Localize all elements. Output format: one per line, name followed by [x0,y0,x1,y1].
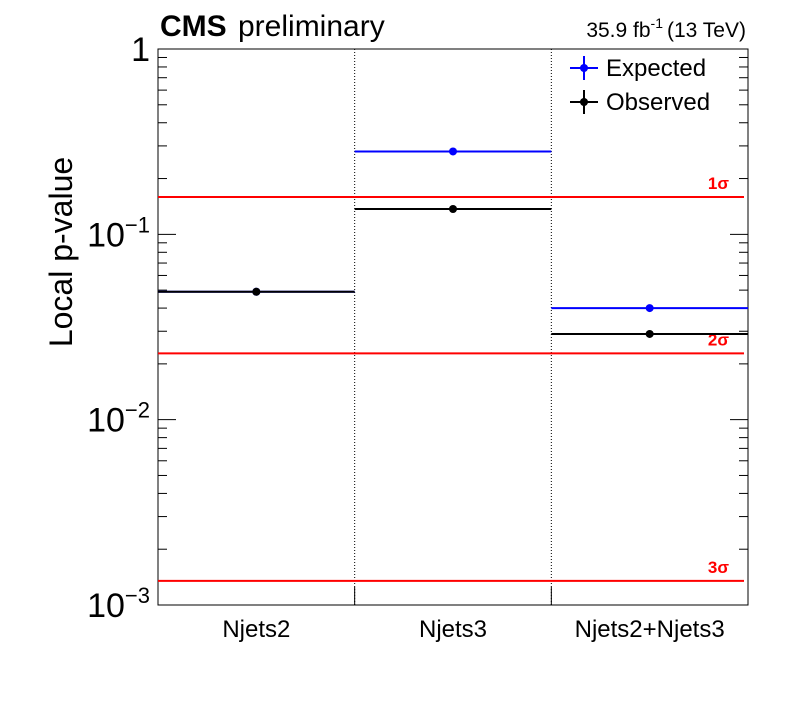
data-point [645,329,654,338]
data-point [645,304,654,313]
plot-frame [157,48,749,606]
legend-label: Observed [606,89,710,116]
y-tick-label: 10−1 [87,212,150,254]
x-category-label: Njets2+Njets3 [575,616,725,643]
legend-label: Expected [606,55,706,82]
legend-marker-dot [580,98,588,106]
data-series [158,147,748,338]
y-tick-base: 1 [131,31,150,69]
y-tick-exponent: −1 [125,212,150,237]
y-tick-base: 10 [87,587,125,625]
significance-label: 2σ [708,330,729,349]
data-point [252,287,261,296]
lumi-value: 35.9 fb [586,19,650,42]
luminosity-label: 35.9 fb-1 (13 TeV) [586,15,746,42]
y-tick-label: 10−2 [87,398,150,440]
legend-marker-dot [580,64,588,72]
legend: Expected Observed [570,55,710,116]
y-tick-exponent: −2 [125,398,150,423]
data-point [449,204,457,213]
x-category-label: Njets3 [419,616,487,643]
y-tick-exponent: −3 [125,583,150,608]
data-point [449,147,457,156]
significance-lines: 1σ 2σ 3σ [158,174,744,582]
cms-label: CMS [160,10,227,43]
x-category-label: Njets2 [222,616,290,643]
y-axis-label: Local p-value [43,157,79,347]
significance-label: 3σ [708,558,729,577]
significance-label: 1σ [708,174,729,193]
y-tick-label: 10−3 [87,583,150,625]
category-separators [354,49,552,605]
y-tick-label: 1 [131,31,150,69]
lumi-exponent: -1 [651,15,664,31]
lumi-energy: (13 TeV) [667,19,746,42]
y-tick-base: 10 [87,402,125,440]
y-tick-base: 10 [87,216,125,254]
preliminary-label: preliminary [238,10,385,43]
